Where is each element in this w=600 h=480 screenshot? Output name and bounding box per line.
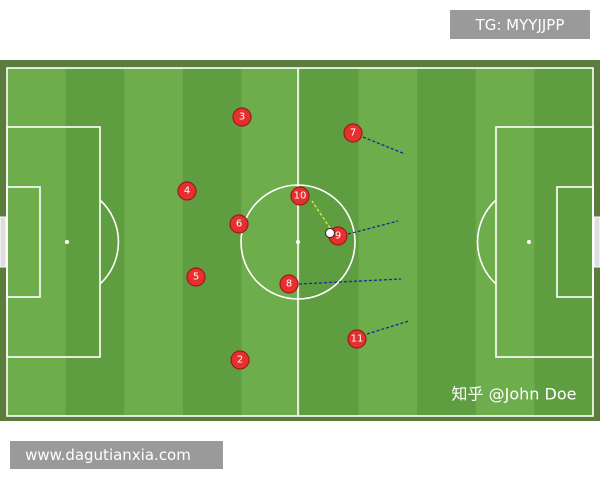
player-number: 9 [335,231,341,242]
stripe [65,68,125,416]
stripe [475,68,535,416]
pitch-lines [0,67,600,417]
player-number: 5 [193,272,199,283]
players: 3 7 4 10 6 9 5 8 11 2 [177,107,367,370]
player-marker [347,329,367,349]
player-marker [343,123,363,143]
player-marker [279,274,299,294]
arrows [298,136,410,335]
player-number: 2 [237,355,243,366]
tag-box [450,10,590,39]
player-marker [232,107,252,127]
player-number: 6 [236,219,242,230]
url-text: www.dagutianxia.com [25,446,191,464]
url-box [10,441,223,469]
player-number: 3 [239,112,245,123]
player-number: 4 [184,186,190,197]
player-number: 10 [294,191,307,202]
stripe [7,68,67,416]
player-marker [229,214,249,234]
player-marker [230,350,250,370]
watermark: 知乎 @John Doe [452,385,577,404]
stripe [534,68,594,416]
player-number: 8 [286,279,292,290]
ball [325,228,335,238]
stripe [358,68,418,416]
stripe [241,68,301,416]
player-marker [186,267,206,287]
player-marker [177,181,197,201]
player-marker [290,186,310,206]
stripe [124,68,184,416]
pitch-stripes [7,68,594,416]
stripe [417,68,477,416]
stripe [300,68,360,416]
player-number: 7 [350,128,356,139]
player-number: 11 [351,334,364,345]
tag-text: TG: MYYJJPP [475,16,565,34]
